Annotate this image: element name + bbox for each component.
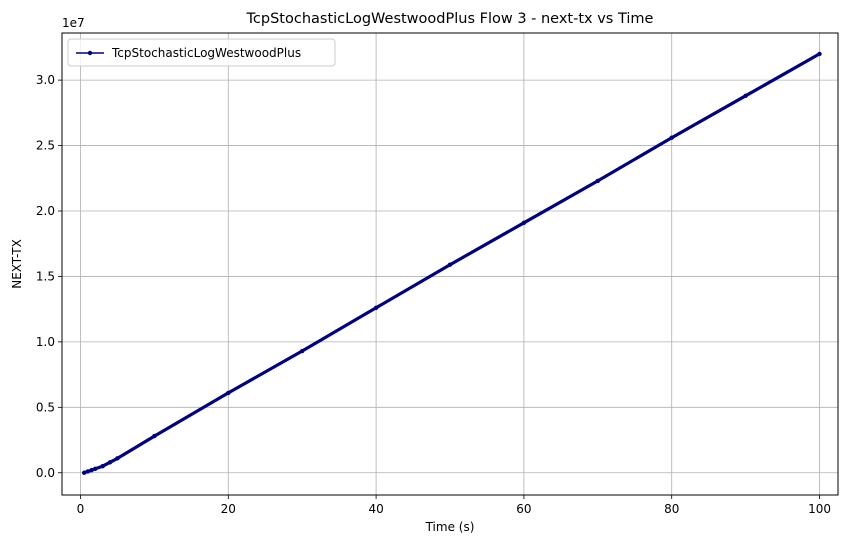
data-point bbox=[521, 220, 527, 225]
data-point bbox=[743, 93, 748, 99]
data-point bbox=[226, 390, 231, 396]
legend-label: TcpStochasticLogWestwoodPlus bbox=[111, 46, 301, 60]
data-point bbox=[373, 305, 379, 311]
data-point bbox=[89, 467, 94, 473]
plot-area bbox=[61, 32, 839, 496]
y-tick-label: 3.0 bbox=[36, 73, 55, 87]
axis-ticks: 0 20 40 60 80 100 0.0 0.5 1.0 1.5 2.0 2.5 3.0 bbox=[36, 73, 831, 516]
data-point bbox=[93, 466, 98, 472]
y-offset-label: 1e7 bbox=[62, 16, 85, 30]
data-point bbox=[100, 464, 105, 469]
data-point bbox=[152, 433, 157, 439]
y-tick-label: 0.5 bbox=[36, 400, 55, 414]
legend-box bbox=[67, 38, 336, 67]
data-point bbox=[299, 348, 305, 354]
x-tick-label: 100 bbox=[808, 502, 831, 516]
y-tick-label: 1.5 bbox=[36, 269, 55, 283]
x-axis-label: Time (s) bbox=[425, 520, 475, 534]
x-tick-label: 60 bbox=[516, 502, 531, 516]
series-layer bbox=[81, 51, 822, 475]
series-line bbox=[83, 52, 821, 475]
y-tick-label: 2.5 bbox=[36, 139, 55, 153]
y-tick-label: 2.0 bbox=[36, 204, 55, 218]
x-tick-label: 80 bbox=[664, 502, 679, 516]
data-point bbox=[817, 51, 822, 57]
data-point bbox=[115, 456, 120, 461]
data-point bbox=[107, 460, 113, 465]
data-point bbox=[81, 470, 87, 475]
data-point bbox=[447, 262, 453, 267]
x-tick-label: 0 bbox=[77, 502, 85, 516]
chart-title: TcpStochasticLogWestwoodPlus Flow 3 - ne… bbox=[246, 11, 654, 27]
x-tick-label: 40 bbox=[368, 502, 383, 516]
x-tick-label: 20 bbox=[221, 502, 236, 516]
y-axis-label: NEXT-TX bbox=[10, 239, 24, 289]
y-tick-label: 1.0 bbox=[36, 335, 55, 349]
legend-marker bbox=[87, 50, 93, 56]
grid bbox=[62, 33, 838, 495]
data-point bbox=[669, 135, 674, 140]
data-point bbox=[85, 469, 91, 474]
data-point bbox=[595, 178, 601, 184]
y-tick-label: 0.0 bbox=[36, 466, 55, 480]
legend: TcpStochasticLogWestwoodPlus bbox=[67, 38, 336, 67]
